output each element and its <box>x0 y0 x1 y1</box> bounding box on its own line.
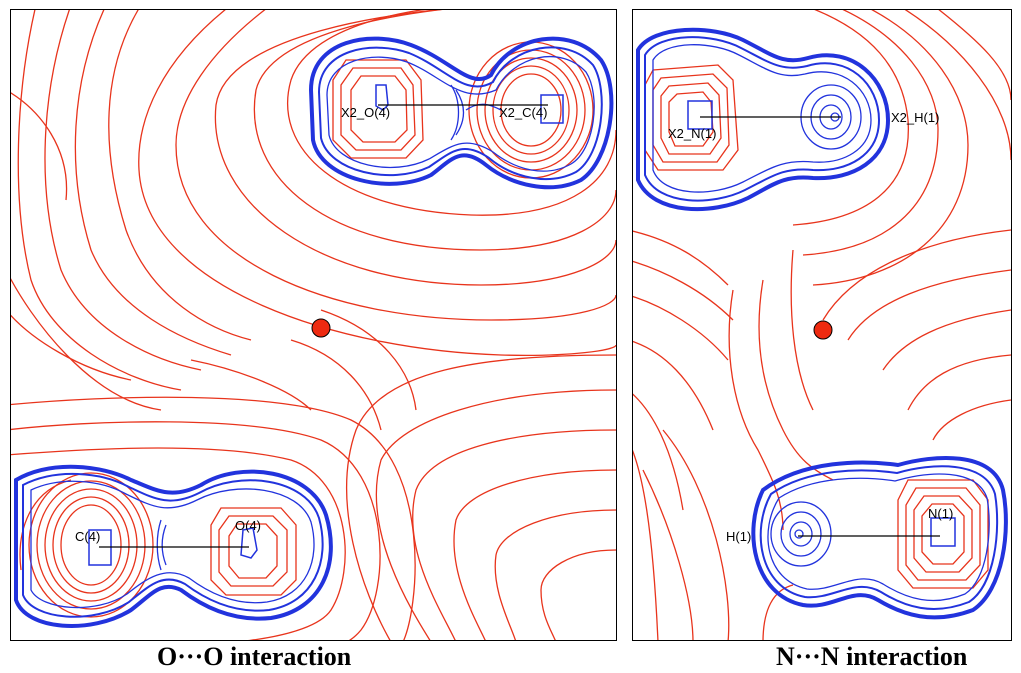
atom-label: C(4) <box>75 529 100 544</box>
critical-point <box>311 318 331 338</box>
atom-label: N(1) <box>928 506 953 521</box>
contour-map-nn: X2_N(1) X2_H(1) H(1) N(1) <box>632 9 1012 641</box>
caption-oo: O···O interaction <box>157 642 352 671</box>
atom-label: X2_H(1) <box>891 110 939 125</box>
atom-label: O(4) <box>235 518 261 533</box>
caption-nn: N···N interaction <box>776 642 968 671</box>
atom-label: X2_N(1) <box>668 126 716 141</box>
contour-plot-nn: X2_N(1) X2_H(1) H(1) N(1) <box>633 10 1011 640</box>
contour-map-oo: X2_O(4) X2_C(4) C(4) O(4) <box>10 9 617 641</box>
negative-contours <box>11 10 616 640</box>
atom-label: X2_O(4) <box>341 105 390 120</box>
bond-paths <box>700 116 940 537</box>
contour-plot-oo: X2_O(4) X2_C(4) C(4) O(4) <box>11 10 616 640</box>
critical-point <box>813 320 833 340</box>
negative-contours <box>633 10 1011 640</box>
positive-contours <box>14 36 614 628</box>
bond-paths <box>99 104 548 548</box>
atom-label: X2_C(4) <box>499 105 547 120</box>
atom-label: H(1) <box>726 529 751 544</box>
